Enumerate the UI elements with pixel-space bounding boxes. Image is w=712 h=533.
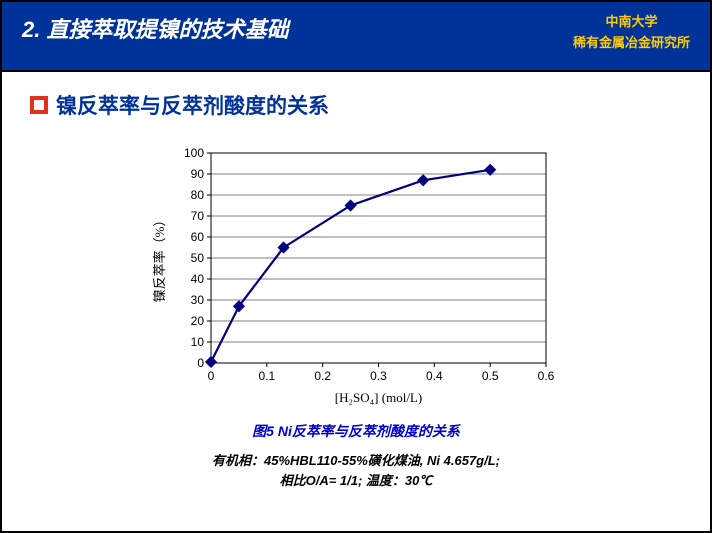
header: 2. 直接萃取提镍的技术基础 中南大学 稀有金属冶金研究所 (2, 2, 710, 72)
chart-conditions: 有机相：45%HBL110-55%磺化煤油, Ni 4.657g/L; 相比O/… (30, 451, 682, 490)
header-org: 中南大学 稀有金属冶金研究所 (573, 12, 690, 54)
condition-line2: 相比O/A= 1/1; 温度：30℃ (30, 471, 682, 491)
svg-text:0.2: 0.2 (314, 369, 331, 383)
section-title: 镍反萃率与反萃剂酸度的关系 (30, 90, 682, 120)
org-line1: 中南大学 (573, 12, 690, 33)
svg-text:0: 0 (208, 369, 215, 383)
svg-text:0: 0 (197, 356, 204, 370)
svg-text:镍反萃率（%）: 镍反萃率（%） (152, 214, 167, 303)
svg-text:50: 50 (191, 251, 205, 265)
svg-text:90: 90 (191, 167, 205, 181)
svg-text:20: 20 (191, 314, 205, 328)
chart-caption: 图5 Ni反萃率与反萃剂酸度的关系 (30, 421, 682, 441)
svg-text:70: 70 (191, 209, 205, 223)
condition-line1: 有机相：45%HBL110-55%磺化煤油, Ni 4.657g/L; (30, 451, 682, 471)
svg-text:10: 10 (191, 335, 205, 349)
chart-container: 0 10 20 30 40 50 60 70 80 90 100 0 0.1 0.2 0.3 0.4 0.5 0.… (30, 138, 682, 490)
svg-text:30: 30 (191, 293, 205, 307)
content: 镍反萃率与反萃剂酸度的关系 0 10 20 30 40 50 60 70 80 90 100 0 0.1… (2, 72, 710, 508)
svg-text:0.5: 0.5 (482, 369, 499, 383)
svg-text:0.6: 0.6 (538, 369, 555, 383)
svg-text:60: 60 (191, 230, 205, 244)
svg-text:[H₂SO₄] (mol/L): [H₂SO₄] (mol/L) (335, 390, 422, 405)
svg-text:100: 100 (184, 146, 204, 160)
svg-text:0.4: 0.4 (426, 369, 443, 383)
svg-text:40: 40 (191, 272, 205, 286)
chart-svg: 0 10 20 30 40 50 60 70 80 90 100 0 0.1 0.2 0.3 0.4 0.5 0.… (146, 138, 566, 408)
svg-text:0.1: 0.1 (258, 369, 275, 383)
svg-text:0.3: 0.3 (370, 369, 387, 383)
org-line2: 稀有金属冶金研究所 (573, 33, 690, 54)
bullet-icon (30, 96, 48, 114)
section-title-text: 镍反萃率与反萃剂酸度的关系 (56, 90, 329, 120)
svg-text:80: 80 (191, 188, 205, 202)
header-title: 2. 直接萃取提镍的技术基础 (22, 12, 288, 44)
